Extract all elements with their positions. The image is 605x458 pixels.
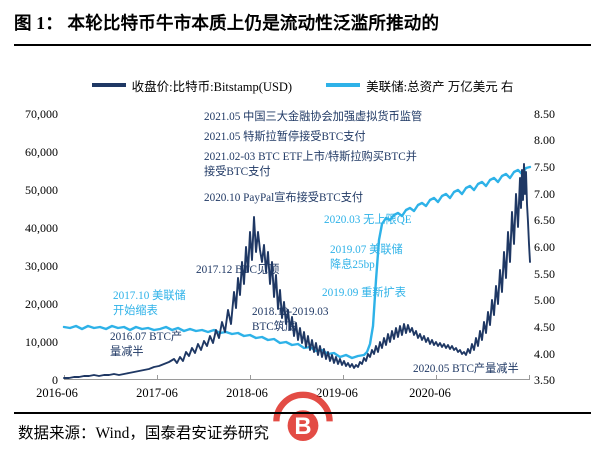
x-tick-2016-06: 2016-06 (36, 386, 78, 400)
y-right-tick-4-00: 4.00 (534, 347, 555, 361)
x-tick-mark-2 (250, 375, 251, 380)
series-line-fed (62, 165, 532, 360)
figure-title-wrap: 图 1： 本轮比特币牛市本质上仍是流动性泛滥所推动的 (14, 8, 591, 48)
chart-legend: 收盘价:比特币:Bitstamp(USD) 美联储:总资产 万亿美元 右 (0, 74, 605, 96)
x-tick-mark-3 (343, 375, 344, 380)
y-right-tick-3-50: 3.50 (534, 373, 555, 387)
y-right-tick-6-00: 6.00 (534, 240, 555, 254)
y-right-tick-8-00: 8.00 (534, 133, 555, 147)
page-title: 图 1： 本轮比特币牛市本质上仍是流动性泛滥所推动的 (14, 13, 440, 33)
x-axis-line (64, 379, 530, 380)
legend-item-btc: 收盘价:比特币:Bitstamp(USD) (91, 76, 293, 95)
series-canvas (62, 163, 532, 379)
series-line-btc (63, 163, 531, 379)
legend-label-btc: 收盘价:比特币:Bitstamp(USD) (131, 79, 293, 94)
y-left-tick-20000: 20,000 (25, 297, 58, 311)
y-right-tick-7-00: 7.00 (534, 187, 555, 201)
annotation-2021-05-china-regulation: 2021.05 中国三大金融协会加强虚拟货币监管 (204, 111, 423, 123)
annotation-2018-12-2019-03-btc-bottom: 2018.12-2019.03 BTC筑底 (252, 306, 329, 333)
y-right-tick-5-00: 5.00 (534, 293, 555, 307)
annotation-2017-12-btc-peak: 2017.12 BTC见顶 (196, 264, 280, 276)
y-right-tick-8-50: 8.50 (534, 107, 555, 121)
y-left-tick-70000: 70,000 (25, 107, 58, 121)
y-left-tick-0: 0 (52, 373, 58, 387)
x-tick-mark-5 (529, 375, 530, 380)
legend-item-fed: 美联储:总资产 万亿美元 右 (326, 76, 513, 95)
source-note: 数据来源：Wind，国泰君安证券研究 (18, 425, 269, 442)
x-tick-2018-06: 2018-06 (226, 386, 268, 400)
title-divider (14, 44, 591, 46)
y-right-tick-7-50: 7.50 (534, 160, 555, 174)
y-left-tick-60000: 60,000 (25, 145, 58, 159)
y-left-tick-50000: 50,000 (25, 183, 58, 197)
annotation-2017-10-fed-taper: 2017.10 美联储 开始缩表 (113, 290, 186, 317)
annotation-2019-09-balance-expansion: 2019.09 重新扩表 (322, 287, 406, 299)
annotation-2016-07-btc-halving: 2016.07 BTC产 量减半 (110, 331, 183, 358)
annotation-2021-05-tesla-suspend: 2021.05 特斯拉暂停接受BTC支付 (204, 131, 366, 143)
annotation-2019-07-fed-rate-cut: 2019.07 美联储 降息25bp (330, 244, 403, 271)
y-right-tick-5-50: 5.50 (534, 267, 555, 281)
footer-divider (14, 412, 591, 414)
x-tick-2017-06: 2017-06 (136, 386, 178, 400)
annotation-2020-05-btc-halving: 2020.05 BTC产量减半 (413, 363, 519, 375)
x-tick-2020-06: 2020-06 (409, 386, 451, 400)
y-left-tick-40000: 40,000 (25, 221, 58, 235)
y-left-tick-10000: 10,000 (25, 335, 58, 349)
y-right-tick-6-50: 6.50 (534, 213, 555, 227)
x-tick-mark-1 (157, 375, 158, 380)
legend-label-fed: 美联储:总资产 万亿美元 右 (366, 79, 514, 94)
legend-swatch-fed (326, 83, 361, 87)
annotation-2021-02-03-btc-etf: 2021.02-03 BTC ETF上市/特斯拉购买BTC并 接受BTC支付 (204, 151, 417, 178)
legend-swatch-btc (91, 83, 126, 87)
annotation-2020-10-paypal: 2020.10 PayPal宣布接受BTC支付 (204, 192, 364, 204)
annotation-2020-03-unlimited-qe: 2020.03 无上限QE (324, 214, 412, 226)
x-tick-mark-4 (436, 375, 437, 380)
y-left-tick-30000: 30,000 (25, 259, 58, 273)
y-right-tick-4-50: 4.50 (534, 320, 555, 334)
plot-area (62, 112, 532, 380)
x-tick-2019-06: 2019-06 (316, 386, 358, 400)
